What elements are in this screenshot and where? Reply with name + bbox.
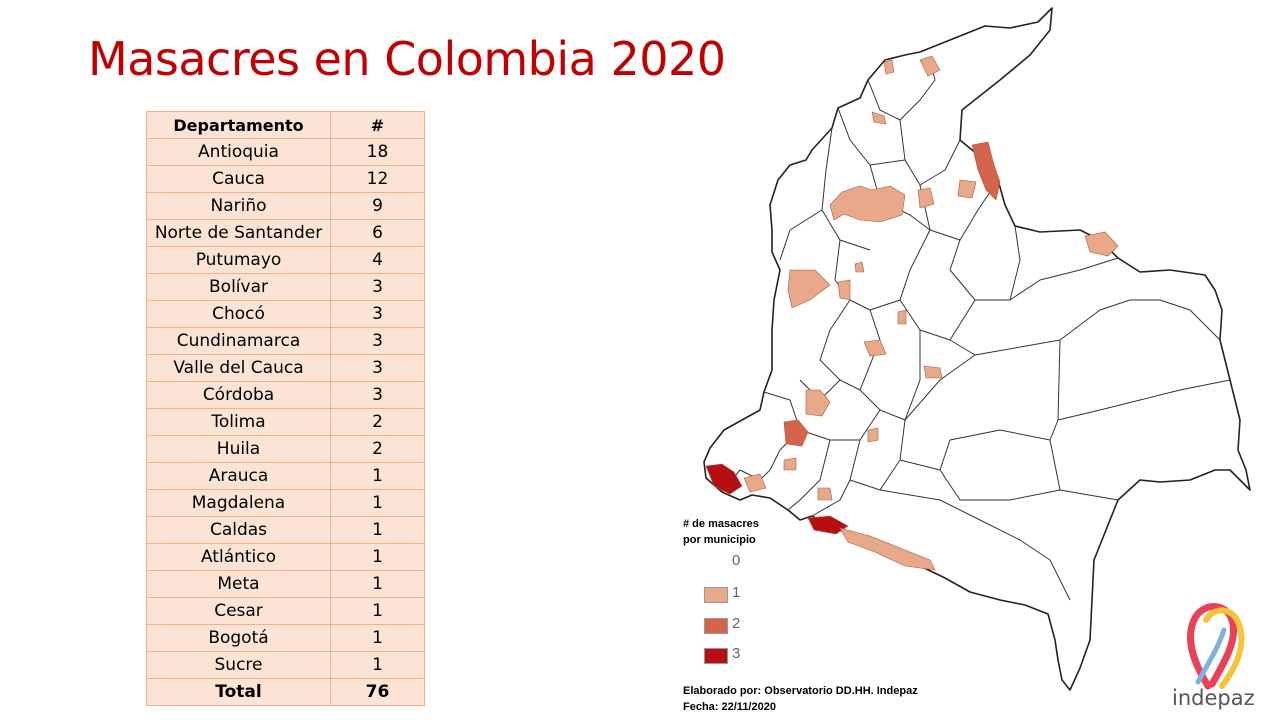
count-cell: 1 — [330, 462, 425, 490]
count-cell: 2 — [330, 435, 425, 463]
legend-swatch-0 — [704, 555, 728, 571]
department-cell: Tolima — [146, 408, 331, 436]
department-cell: Córdoba — [146, 381, 331, 409]
table-row: Sucre 1 — [146, 651, 425, 679]
count-cell: 1 — [330, 624, 425, 652]
department-cell: Valle del Cauca — [146, 354, 331, 382]
legend-title-line2: por municipio — [683, 534, 756, 546]
department-cell: Meta — [146, 570, 331, 598]
table-row: Chocó 3 — [146, 300, 425, 328]
header-count: # — [330, 111, 425, 139]
department-cell: Atlántico — [146, 543, 331, 571]
department-cell: Putumayo — [146, 246, 331, 274]
credit-date: Fecha: 22/11/2020 — [683, 701, 776, 713]
count-cell: 1 — [330, 543, 425, 571]
count-cell: 9 — [330, 192, 425, 220]
count-cell: 12 — [330, 165, 425, 193]
legend-label-3: 3 — [732, 645, 741, 662]
department-cell: Caldas — [146, 516, 331, 544]
count-cell: 3 — [330, 381, 425, 409]
credit-note: Elaborado por: Observatorio DD.HH. Indep… — [683, 683, 918, 715]
count-cell: 1 — [330, 570, 425, 598]
table-row: Tolima 2 — [146, 408, 425, 436]
total-count-cell: 76 — [330, 678, 425, 706]
count-cell: 1 — [330, 651, 425, 679]
table-total-row: Total 76 — [146, 678, 425, 706]
legend-label-0: 0 — [732, 552, 741, 569]
count-cell: 18 — [330, 138, 425, 166]
table-row: Huila 2 — [146, 435, 425, 463]
department-cell: Bolívar — [146, 273, 331, 301]
count-cell: 1 — [330, 516, 425, 544]
department-cell: Cundinamarca — [146, 327, 331, 355]
massacre-municipalities — [705, 55, 1119, 571]
department-cell: Magdalena — [146, 489, 331, 517]
department-cell: Bogotá — [146, 624, 331, 652]
legend-swatch-3 — [704, 648, 728, 664]
count-cell: 3 — [330, 327, 425, 355]
table-row: Nariño 9 — [146, 192, 425, 220]
total-label-cell: Total — [146, 678, 331, 706]
table-row: Meta 1 — [146, 570, 425, 598]
departments-table: Departamento # Antioquia 18 Cauca 12 Nariño 9… — [146, 111, 425, 706]
table-row: Cesar 1 — [146, 597, 425, 625]
department-cell: Cesar — [146, 597, 331, 625]
department-cell: Norte de Santander — [146, 219, 331, 247]
colombia-map — [703, 7, 1251, 691]
table-row: Caldas 1 — [146, 516, 425, 544]
legend-item-0: 0 — [700, 552, 760, 572]
count-cell: 2 — [330, 408, 425, 436]
legend-label-2: 2 — [732, 615, 741, 632]
count-cell: 3 — [330, 300, 425, 328]
count-cell: 1 — [330, 489, 425, 517]
count-cell: 3 — [330, 273, 425, 301]
table-row: Magdalena 1 — [146, 489, 425, 517]
department-cell: Sucre — [146, 651, 331, 679]
count-cell: 1 — [330, 597, 425, 625]
table-row: Antioquia 18 — [146, 138, 425, 166]
table-row: Cundinamarca 3 — [146, 327, 425, 355]
credit-author: Elaborado por: Observatorio DD.HH. Indep… — [683, 685, 918, 697]
table-row: Córdoba 3 — [146, 381, 425, 409]
department-cell: Cauca — [146, 165, 331, 193]
legend-swatch-1 — [704, 587, 728, 603]
department-borders — [721, 59, 1231, 601]
department-cell: Chocó — [146, 300, 331, 328]
table-row: Norte de Santander 6 — [146, 219, 425, 247]
table-row: Atlántico 1 — [146, 543, 425, 571]
table-row: Bogotá 1 — [146, 624, 425, 652]
legend-label-1: 1 — [732, 584, 741, 601]
table-row: Bolívar 3 — [146, 273, 425, 301]
header-departamento: Departamento — [146, 111, 331, 139]
country-outline — [703, 7, 1251, 691]
table-row: Valle del Cauca 3 — [146, 354, 425, 382]
legend-title: # de masacres por municipio — [683, 516, 759, 548]
legend-item-1: 1 — [700, 584, 760, 604]
indepaz-logo-text: indepaz — [1172, 686, 1255, 710]
table-row: Cauca 12 — [146, 165, 425, 193]
table-row: Arauca 1 — [146, 462, 425, 490]
page-title: Masacres en Colombia 2020 — [88, 32, 726, 86]
department-cell: Huila — [146, 435, 331, 463]
legend-swatch-2 — [704, 618, 728, 634]
table-header-row: Departamento # — [146, 111, 425, 139]
legend-item-3: 3 — [700, 645, 760, 665]
department-cell: Antioquia — [146, 138, 331, 166]
count-cell: 3 — [330, 354, 425, 382]
legend-item-2: 2 — [700, 615, 760, 635]
count-cell: 4 — [330, 246, 425, 274]
table-row: Putumayo 4 — [146, 246, 425, 274]
department-cell: Nariño — [146, 192, 331, 220]
legend-title-line1: # de masacres — [683, 518, 759, 530]
indepaz-ribbon-logo — [1187, 603, 1245, 690]
department-cell: Arauca — [146, 462, 331, 490]
count-cell: 6 — [330, 219, 425, 247]
